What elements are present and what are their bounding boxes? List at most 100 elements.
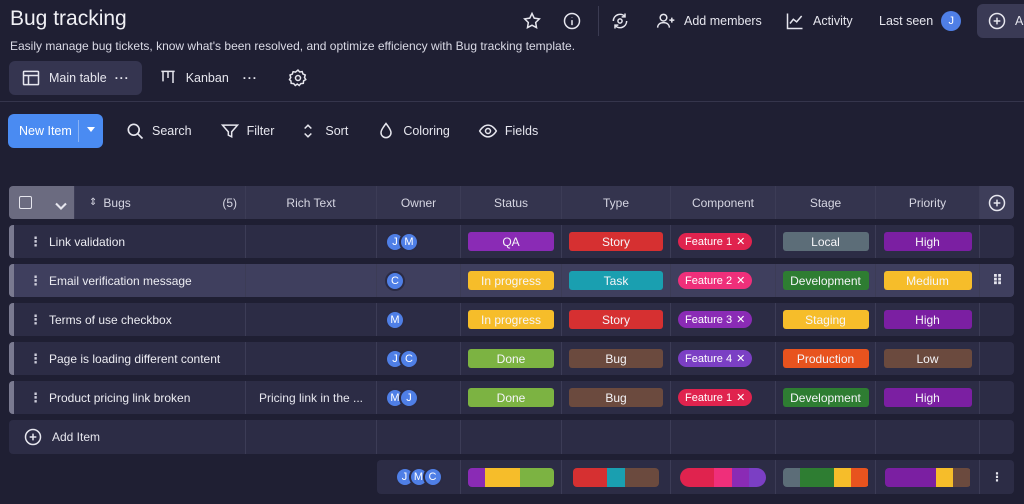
activity-button[interactable]: Activity	[785, 8, 853, 34]
table-row[interactable]: ⋮ Email verification message C In progre…	[9, 264, 1014, 297]
rich-text-cell[interactable]	[246, 225, 377, 258]
fields-button[interactable]: Fields	[478, 121, 538, 141]
more-vertical-icon[interactable]: ⋮	[29, 389, 42, 405]
stage-cell[interactable]: Development	[776, 381, 876, 414]
last-seen-button[interactable]: Last seen J	[879, 8, 962, 34]
owner-cell[interactable]: M	[377, 303, 461, 336]
priority-cell[interactable]: Medium	[876, 264, 980, 297]
priority-cell[interactable]: Low	[876, 342, 980, 375]
owner-cell[interactable]: C	[377, 264, 461, 297]
select-all-checkbox[interactable]	[18, 196, 32, 209]
priority-cell[interactable]: High	[876, 381, 980, 414]
close-icon[interactable]: ✕	[736, 392, 746, 404]
view-settings-button[interactable]	[276, 61, 320, 95]
type-cell[interactable]: Bug	[562, 381, 671, 414]
column-status[interactable]: Status	[461, 186, 562, 219]
info-button[interactable]	[562, 8, 582, 34]
component-cell[interactable]: Feature 1 ✕	[671, 381, 776, 414]
priority-cell[interactable]: High	[876, 225, 980, 258]
column-type[interactable]: Type	[562, 186, 671, 219]
coloring-button[interactable]: Coloring	[376, 121, 450, 141]
column-priority[interactable]: Priority	[876, 186, 980, 219]
close-icon[interactable]: ✕	[736, 275, 746, 287]
status-cell[interactable]: Done	[461, 342, 562, 375]
rich-text-cell[interactable]	[246, 264, 377, 297]
priority-cell[interactable]: High	[876, 303, 980, 336]
type-cell[interactable]: Story	[562, 225, 671, 258]
stage-cell[interactable]: Production	[776, 342, 876, 375]
status-cell[interactable]: Done	[461, 381, 562, 414]
column-owner[interactable]: Owner	[377, 186, 461, 219]
stage-cell[interactable]: Development	[776, 264, 876, 297]
drag-handle-icon[interactable]: ⠿	[992, 272, 1003, 288]
component-tag[interactable]: Feature 1 ✕	[678, 389, 753, 406]
more-vertical-icon[interactable]: ⋮	[29, 311, 42, 327]
close-icon[interactable]: ✕	[736, 236, 746, 248]
column-stage[interactable]: Stage	[776, 186, 876, 219]
more-vertical-icon[interactable]: ⋮	[29, 350, 42, 366]
tab-kanban[interactable]: Kanban ···	[146, 61, 270, 95]
type-cell[interactable]: Task	[562, 264, 671, 297]
component-cell[interactable]: Feature 4 ✕	[671, 342, 776, 375]
stage-cell[interactable]: Staging	[776, 303, 876, 336]
component-tag[interactable]: Feature 2 ✕	[678, 272, 753, 289]
bug-name-cell[interactable]: ⋮ Link validation	[9, 225, 246, 258]
new-item-button[interactable]: New Item	[8, 114, 103, 148]
component-cell[interactable]: Feature 2 ✕	[671, 264, 776, 297]
table-row[interactable]: ⋮ Terms of use checkbox M In progress St…	[9, 303, 1014, 336]
add-item-row[interactable]: Add Item	[9, 420, 1014, 454]
chevron-down-icon[interactable]	[87, 127, 95, 132]
component-tag[interactable]: Feature 3 ✕	[678, 311, 753, 328]
rich-text-cell[interactable]	[246, 342, 377, 375]
add-members-button[interactable]: Add members	[656, 8, 762, 34]
filter-button[interactable]: Filter	[220, 121, 274, 141]
rich-text-cell[interactable]: Pricing link in the ...	[246, 381, 377, 414]
more-vertical-icon[interactable]: ⋮	[29, 272, 42, 288]
status-cell[interactable]: In progress	[461, 264, 562, 297]
component-tag[interactable]: Feature 1 ✕	[678, 233, 753, 250]
bug-name-cell[interactable]: ⋮ Email verification message	[9, 264, 246, 297]
add-app-button[interactable]: Ac	[977, 4, 1024, 38]
row-action-cell[interactable]	[980, 303, 1014, 336]
column-rich-text[interactable]: Rich Text	[246, 186, 377, 219]
component-cell[interactable]: Feature 1 ✕	[671, 225, 776, 258]
add-column-button[interactable]	[980, 186, 1014, 219]
more-dots-icon[interactable]: ···	[242, 71, 258, 85]
favorite-button[interactable]	[522, 8, 542, 34]
row-action-cell[interactable]	[980, 225, 1014, 258]
stage-cell[interactable]: Local	[776, 225, 876, 258]
component-cell[interactable]: Feature 3 ✕	[671, 303, 776, 336]
table-row[interactable]: ⋮ Product pricing link broken Pricing li…	[9, 381, 1014, 414]
type-cell[interactable]: Story	[562, 303, 671, 336]
more-dots-icon[interactable]: ···	[114, 71, 130, 85]
more-vertical-icon[interactable]: ⋮	[29, 233, 42, 249]
close-icon[interactable]: ✕	[736, 314, 746, 326]
rich-text-cell[interactable]	[246, 303, 377, 336]
component-tag[interactable]: Feature 4 ✕	[678, 350, 753, 367]
sync-button[interactable]	[610, 8, 630, 34]
summary-menu-button[interactable]: ⋮	[980, 460, 1014, 494]
bug-name-cell[interactable]: ⋮ Product pricing link broken	[9, 381, 246, 414]
sort-button[interactable]: Sort	[298, 121, 348, 141]
status-cell[interactable]: In progress	[461, 303, 562, 336]
column-component[interactable]: Component	[671, 186, 776, 219]
row-action-cell[interactable]	[980, 342, 1014, 375]
status-cell[interactable]: QA	[461, 225, 562, 258]
add-item-cell[interactable]: Add Item	[9, 420, 246, 454]
row-action-cell[interactable]	[980, 381, 1014, 414]
row-action-cell[interactable]: ⠿	[980, 264, 1014, 297]
chevron-down-icon[interactable]	[51, 196, 67, 210]
tab-main-table[interactable]: Main table ···	[9, 61, 142, 95]
bug-name-cell[interactable]: ⋮ Terms of use checkbox	[9, 303, 246, 336]
search-button[interactable]: Search	[125, 121, 192, 141]
sort-handle-icon[interactable]: ⇕	[89, 197, 98, 208]
close-icon[interactable]: ✕	[736, 353, 746, 365]
column-bugs[interactable]: ⇕ Bugs (5)	[75, 186, 246, 219]
bug-name-cell[interactable]: ⋮ Page is loading different content	[9, 342, 246, 375]
type-cell[interactable]: Bug	[562, 342, 671, 375]
